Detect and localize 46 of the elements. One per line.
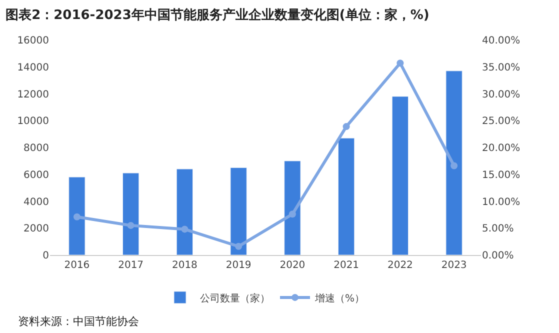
bar	[338, 138, 355, 255]
y2-tick-label: 35.00%	[482, 62, 520, 74]
x-tick-label: 2021	[334, 260, 360, 271]
point	[127, 222, 134, 229]
x-tick-label: 2016	[64, 260, 90, 271]
point	[73, 213, 80, 220]
x-tick-label: 2022	[387, 260, 413, 271]
legend-label: 公司数量（家）	[200, 292, 270, 304]
point	[450, 162, 458, 170]
text: 资料来源：中国节能协会	[18, 315, 139, 328]
y-tick-label: 6000	[24, 170, 49, 181]
x-tick-label: 2020	[280, 260, 306, 271]
bar	[392, 96, 409, 255]
bar	[230, 167, 247, 255]
y-tick-label: 0	[42, 250, 49, 262]
y2-tick-label: 25.00%	[482, 116, 520, 128]
y2-tick-label: 10.00%	[482, 196, 520, 208]
point	[342, 123, 350, 130]
legend-label: 增速（%）	[314, 292, 365, 304]
y2-tick-label: 30.00%	[482, 89, 520, 100]
y-tick-label: 2000	[24, 224, 49, 235]
chart-title: 图表2：2016-2023年中国节能服务产业企业数量变化图(单位：家，%)	[6, 7, 430, 24]
y2-tick-label: 20.00%	[482, 143, 520, 154]
y-tick-label: 16000	[17, 36, 49, 46]
y2-tick-label: 15.00%	[482, 170, 520, 181]
x-tick-label: 2017	[118, 260, 144, 271]
bar	[68, 176, 86, 255]
y-tick-label: 10000	[17, 116, 49, 128]
point	[288, 210, 296, 218]
bar	[176, 168, 194, 255]
y-tick-label: 12000	[17, 89, 49, 100]
y-tick-label: 14000	[17, 62, 49, 74]
y2-tick-label: 0.00%	[482, 250, 514, 262]
bar	[284, 160, 301, 255]
y2-tick-label: 5.00%	[482, 224, 514, 235]
point	[235, 242, 242, 250]
x-tick-label: 2018	[172, 260, 198, 271]
y-tick-label: 4000	[24, 196, 49, 208]
x-tick-label: 2023	[441, 260, 467, 271]
y-tick-label: 8000	[24, 143, 49, 154]
bar	[122, 172, 140, 255]
y2-tick-label: 40.00%	[482, 36, 520, 46]
x-tick-label: 2019	[226, 260, 252, 271]
point	[181, 226, 188, 233]
point	[396, 60, 404, 67]
bar	[446, 70, 462, 255]
